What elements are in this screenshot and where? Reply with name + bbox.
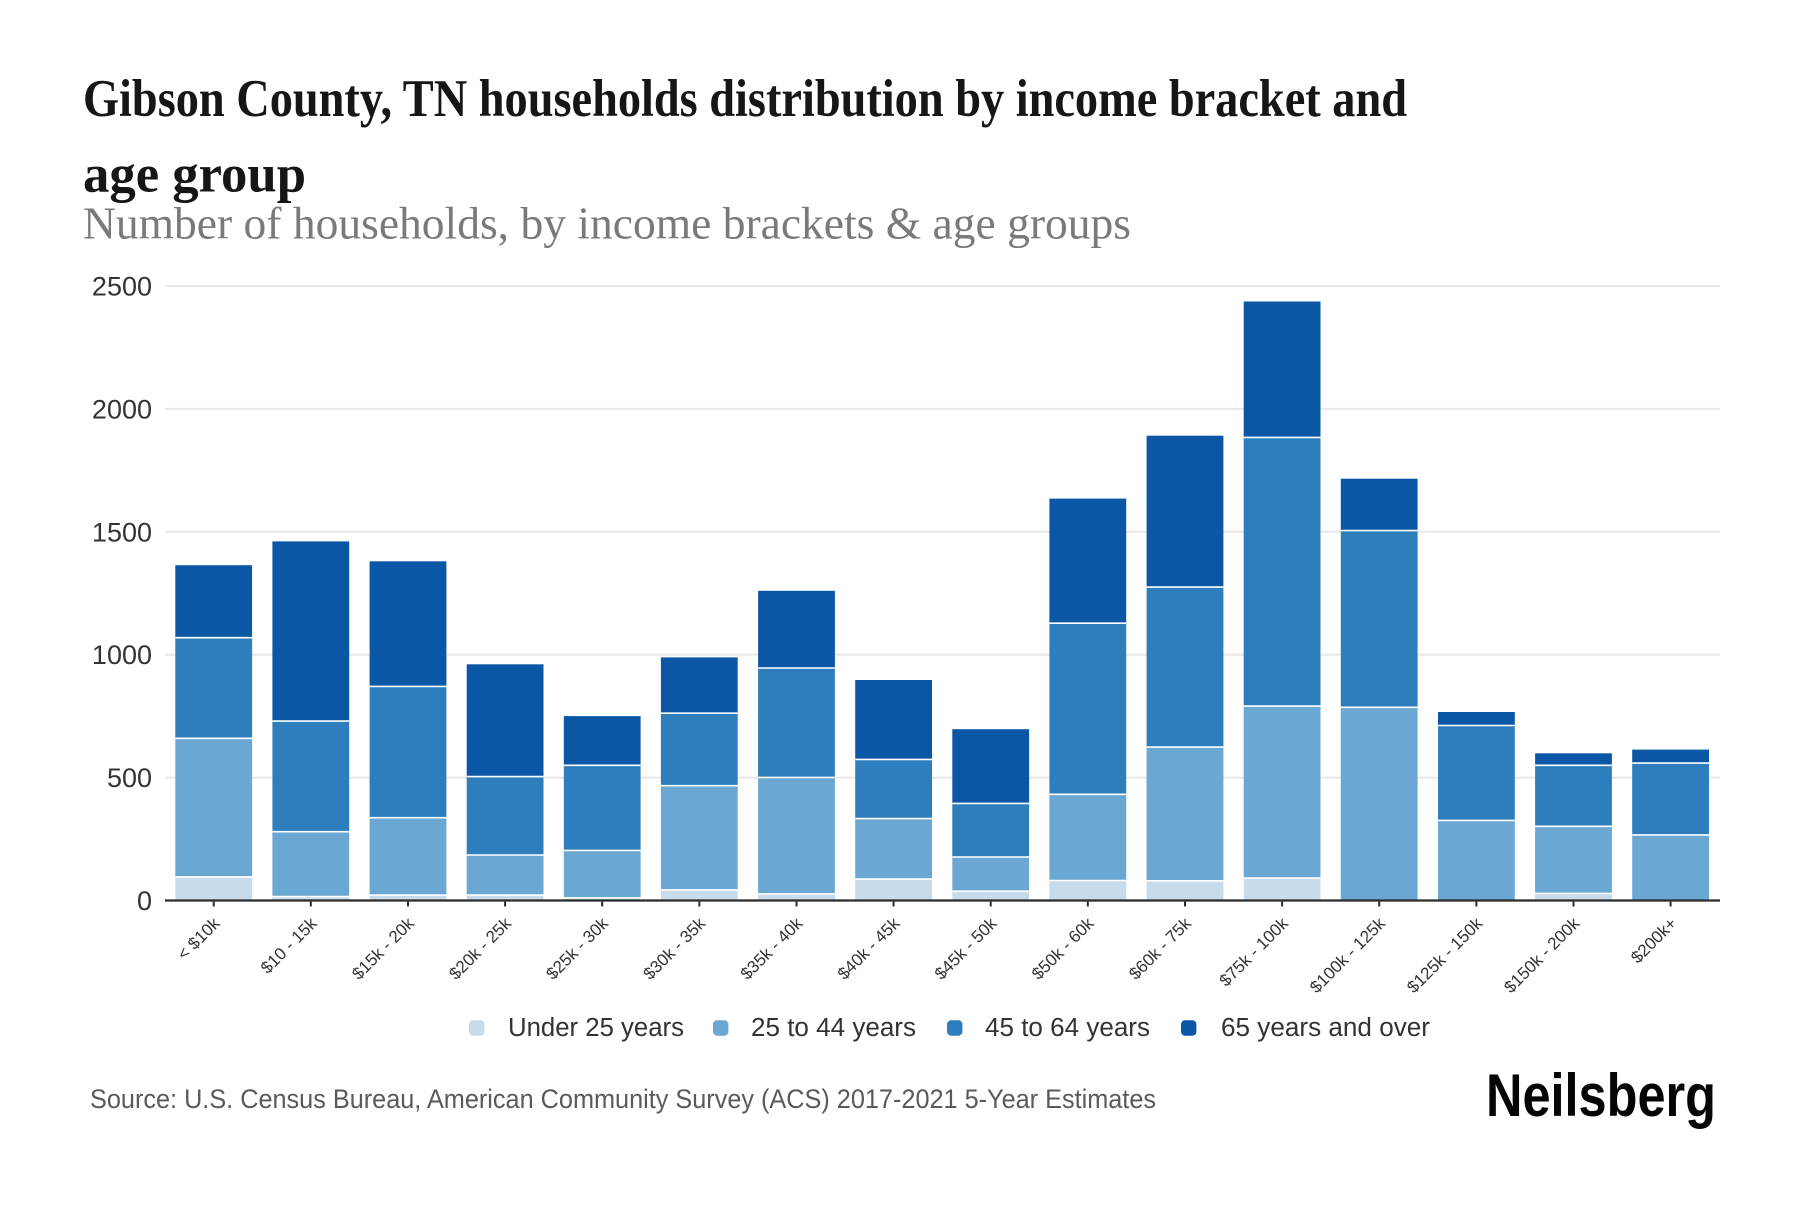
svg-text:1500: 1500 <box>92 517 152 547</box>
svg-text:0: 0 <box>137 886 152 916</box>
svg-text:age group: age group <box>83 146 306 204</box>
svg-text:45 to 64 years: 45 to 64 years <box>985 1014 1150 1042</box>
svg-text:Source: U.S. Census Bureau, Am: Source: U.S. Census Bureau, American Com… <box>90 1084 1156 1114</box>
svg-text:Neilsberg: Neilsberg <box>1486 1062 1716 1129</box>
svg-text:Number of households, by incom: Number of households, by income brackets… <box>83 198 1131 249</box>
svg-text:2500: 2500 <box>92 272 152 302</box>
svg-text:65 years and over: 65 years and over <box>1221 1014 1431 1042</box>
svg-text:25 to 44 years: 25 to 44 years <box>751 1014 916 1042</box>
svg-text:Gibson County, TN households d: Gibson County, TN households distributio… <box>83 70 1407 128</box>
svg-text:1000: 1000 <box>92 640 152 670</box>
svg-text:Under 25 years: Under 25 years <box>508 1014 684 1042</box>
svg-text:2000: 2000 <box>92 394 152 424</box>
svg-text:500: 500 <box>107 763 152 793</box>
